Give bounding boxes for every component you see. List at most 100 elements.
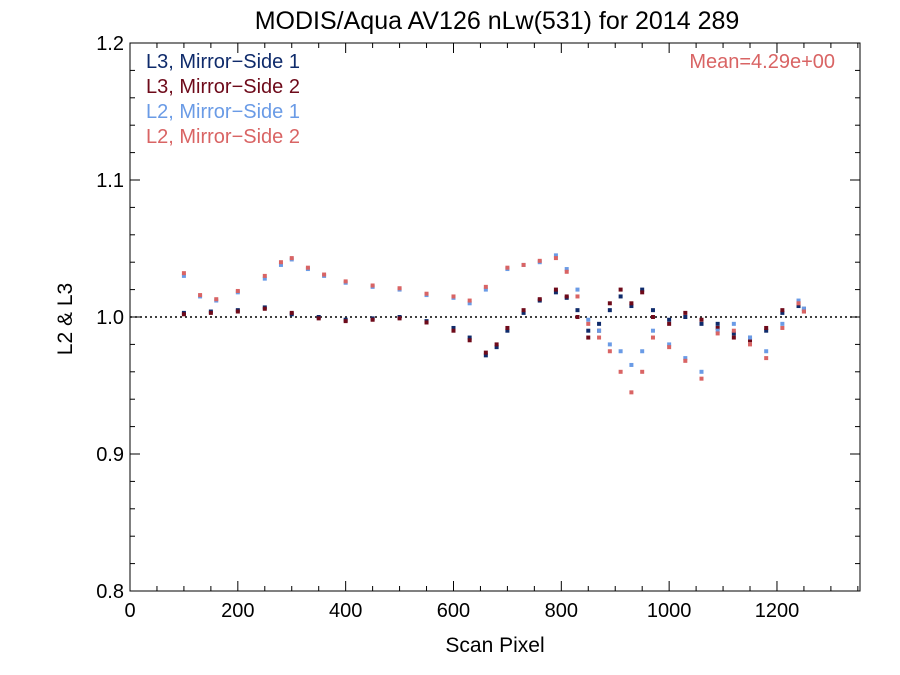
y-tick-label: 1.0 <box>96 307 124 329</box>
data-point <box>343 279 348 284</box>
data-point <box>667 345 672 350</box>
y-tick-label: 0.8 <box>96 581 124 603</box>
data-point <box>521 262 526 267</box>
data-point <box>764 356 769 361</box>
data-point <box>780 310 785 315</box>
data-point <box>607 301 612 306</box>
data-point <box>278 260 283 265</box>
data-point <box>699 317 704 322</box>
data-point <box>731 321 736 326</box>
data-point <box>505 325 510 330</box>
data-point <box>289 310 294 315</box>
data-point <box>715 321 720 326</box>
data-point <box>181 271 186 276</box>
data-point <box>640 287 645 292</box>
data-point <box>629 390 634 395</box>
data-point <box>575 315 580 319</box>
data-point <box>553 256 558 261</box>
data-point <box>650 315 655 319</box>
data-point <box>397 316 402 321</box>
data-point <box>748 342 753 347</box>
data-point <box>262 306 267 311</box>
x-axis-label: Scan Pixel <box>445 634 544 657</box>
data-point <box>208 310 213 315</box>
data-point <box>343 319 348 324</box>
data-point <box>629 362 634 367</box>
data-point <box>370 317 375 322</box>
data-point <box>483 350 488 355</box>
y-axis-label: L2 & L3 <box>54 283 77 355</box>
data-point <box>322 272 327 277</box>
data-point <box>597 321 602 326</box>
data-point <box>467 298 472 303</box>
data-point <box>629 304 634 309</box>
data-point <box>650 308 655 313</box>
data-point <box>586 328 591 333</box>
data-point <box>424 291 429 296</box>
data-point <box>575 308 580 313</box>
data-point <box>424 320 429 325</box>
data-point <box>316 316 321 321</box>
x-tick-label: 200 <box>221 600 254 622</box>
data-point <box>640 349 645 354</box>
data-point <box>451 328 456 333</box>
data-point <box>181 273 186 278</box>
data-point <box>181 312 186 317</box>
data-point <box>715 328 720 333</box>
data-point <box>715 325 720 330</box>
data-point <box>731 331 736 336</box>
data-point <box>451 294 456 299</box>
data-point <box>262 273 267 278</box>
data-point <box>780 308 785 313</box>
data-point <box>597 335 602 340</box>
data-point <box>564 267 569 272</box>
data-point <box>564 269 569 274</box>
data-point <box>607 342 612 347</box>
series-2 <box>181 287 806 355</box>
data-point <box>764 325 769 330</box>
x-tick-label: 600 <box>437 600 470 622</box>
data-point <box>650 335 655 340</box>
data-point <box>467 338 472 343</box>
mean-annotation: Mean=4.29e+00 <box>689 51 835 73</box>
data-point <box>801 309 806 314</box>
data-point <box>801 306 806 311</box>
series-3 <box>181 253 806 374</box>
legend: L3, Mirror−Side 1 L3, Mirror−Side 2 L2, Mi… <box>146 51 300 148</box>
legend-entry: L2, Mirror−Side 1 <box>146 101 300 123</box>
data-point <box>629 301 634 306</box>
data-point <box>467 301 472 306</box>
data-point <box>483 284 488 289</box>
data-point <box>586 335 591 340</box>
data-point <box>198 293 203 298</box>
x-tick-label: 1200 <box>755 600 800 622</box>
data-point <box>607 349 612 354</box>
data-point <box>699 369 704 374</box>
data-point <box>483 287 488 292</box>
data-point <box>289 256 294 261</box>
data-point <box>618 349 623 354</box>
data-point <box>521 308 526 313</box>
data-point <box>618 369 623 374</box>
x-tick-label: 400 <box>329 600 362 622</box>
data-point <box>796 301 801 306</box>
data-point <box>731 335 736 340</box>
data-point <box>537 258 542 263</box>
data-point <box>780 325 785 330</box>
data-point <box>553 287 558 292</box>
data-point <box>683 315 688 319</box>
data-point <box>575 294 580 299</box>
legend-entry: L3, Mirror−Side 2 <box>146 76 300 98</box>
data-point <box>597 328 602 333</box>
data-point <box>483 353 488 358</box>
data-point <box>640 290 645 295</box>
data-point <box>618 287 623 292</box>
data-point <box>618 294 623 299</box>
data-point <box>564 294 569 299</box>
data-point <box>451 325 456 330</box>
data-point <box>667 317 672 322</box>
data-point <box>667 342 672 347</box>
data-point <box>494 345 499 350</box>
data-point <box>553 253 558 258</box>
